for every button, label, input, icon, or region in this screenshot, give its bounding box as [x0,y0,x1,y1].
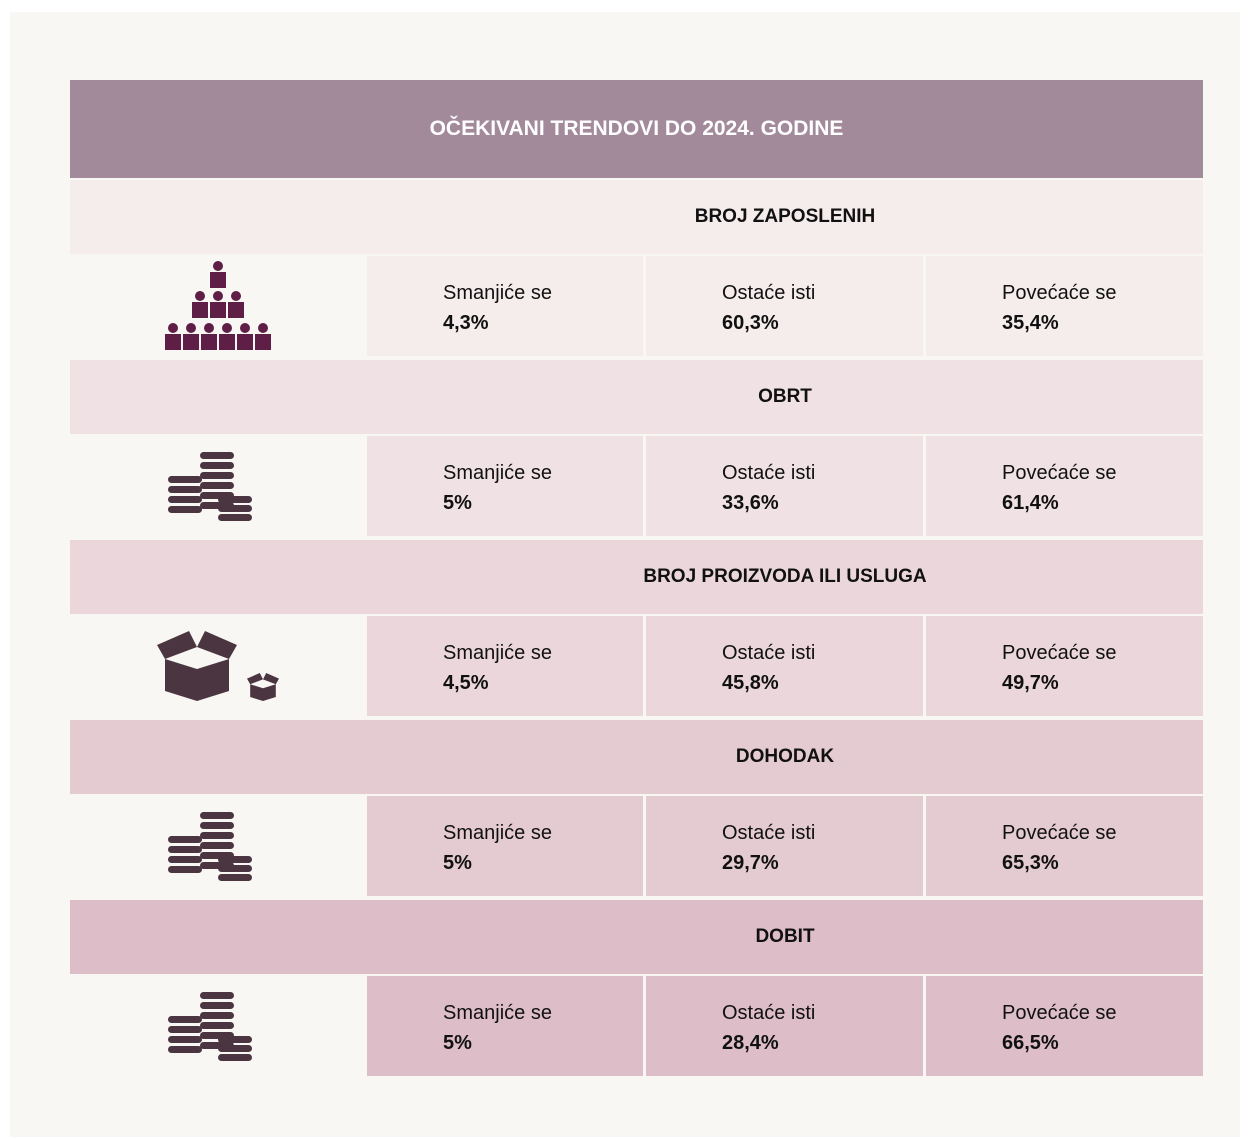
cell: Povećaće se 66,5% [926,976,1203,1076]
cell-label: Ostaće isti [722,642,816,664]
cell-value: 4,5% [443,672,489,694]
cell-value: 28,4% [722,1032,779,1054]
cell: Povećaće se 35,4% [926,256,1203,356]
cell: Smanjiće se 5% [367,976,643,1076]
cell-value: 45,8% [722,672,779,694]
cell-value: 33,6% [722,492,779,514]
cell-value: 5% [443,492,472,514]
cell-value: 66,5% [1002,1032,1059,1054]
cell-label: Povećaće se [1002,462,1117,484]
cell-label: Smanjiće se [443,462,552,484]
cell-value: 29,7% [722,852,779,874]
cell-value: 60,3% [722,312,779,334]
cell-label: Ostaće isti [722,282,816,304]
cell: Ostaće isti 60,3% [646,256,923,356]
cell-label: Smanjiće se [443,642,552,664]
section-icon [70,436,366,536]
cell-label: Ostaće isti [722,462,816,484]
cell-label: Smanjiće se [443,1002,552,1024]
cell: Ostaće isti 28,4% [646,976,923,1076]
cell-value: 5% [443,852,472,874]
cell: Smanjiće se 4,3% [367,256,643,356]
cell: Ostaće isti 45,8% [646,616,923,716]
cell: Ostaće isti 29,7% [646,796,923,896]
cell-label: Povećaće se [1002,642,1117,664]
cell-label: Povećaće se [1002,822,1117,844]
cell-label: Povećaće se [1002,282,1117,304]
section-title: BROJ PROIZVODA ILI USLUGA [70,540,1203,614]
cell-label: Povećaće se [1002,1002,1117,1024]
section-title: DOBIT [70,900,1203,974]
cell: Povećaće se 49,7% [926,616,1203,716]
cell-value: 49,7% [1002,672,1059,694]
cell-value: 61,4% [1002,492,1059,514]
cell-value: 4,3% [443,312,489,334]
cell-value: 65,3% [1002,852,1059,874]
cell: Smanjiće se 5% [367,796,643,896]
section-icon [70,976,366,1076]
section-icon [70,796,366,896]
section-title: BROJ ZAPOSLENIH [70,180,1203,254]
cell-value: 5% [443,1032,472,1054]
table-title: OČEKIVANI TRENDOVI DO 2024. GODINE [70,80,1203,178]
cell: Povećaće se 61,4% [926,436,1203,536]
cell: Smanjiće se 5% [367,436,643,536]
cell: Povećaće se 65,3% [926,796,1203,896]
cell: Ostaće isti 33,6% [646,436,923,536]
section-icon [70,616,366,716]
section-title: DOHODAK [70,720,1203,794]
cell-label: Ostaće isti [722,1002,816,1024]
section-title: OBRT [70,360,1203,434]
cell-label: Smanjiće se [443,282,552,304]
cell-label: Ostaće isti [722,822,816,844]
cell: Smanjiće se 4,5% [367,616,643,716]
cell-label: Smanjiće se [443,822,552,844]
section-icon [70,256,366,356]
cell-value: 35,4% [1002,312,1059,334]
